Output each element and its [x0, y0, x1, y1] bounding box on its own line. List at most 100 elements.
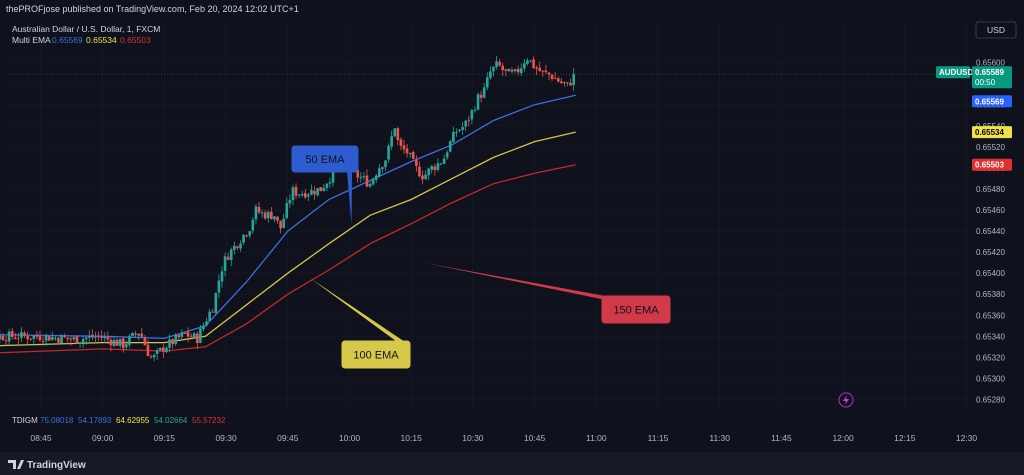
candle[interactable] — [464, 120, 468, 127]
candle[interactable] — [572, 74, 575, 86]
candle[interactable] — [390, 136, 393, 147]
candle[interactable] — [560, 81, 563, 83]
candle[interactable] — [66, 337, 70, 340]
candle[interactable] — [427, 168, 430, 176]
candle[interactable] — [115, 339, 119, 346]
candle[interactable] — [131, 332, 134, 336]
candle[interactable] — [362, 176, 366, 178]
candle[interactable] — [415, 159, 418, 166]
candle[interactable] — [387, 145, 390, 160]
candle[interactable] — [448, 141, 452, 152]
candle[interactable] — [17, 338, 20, 340]
candle[interactable] — [328, 182, 332, 184]
candle[interactable] — [152, 354, 156, 358]
candle[interactable] — [0, 335, 2, 340]
candle[interactable] — [257, 206, 261, 213]
candle[interactable] — [4, 340, 8, 342]
candle[interactable] — [544, 70, 548, 73]
candle[interactable] — [498, 61, 501, 66]
candle[interactable] — [405, 148, 409, 154]
candle[interactable] — [436, 163, 440, 170]
candle[interactable] — [507, 68, 511, 72]
candle[interactable] — [556, 78, 560, 82]
candle[interactable] — [208, 311, 211, 321]
candle[interactable] — [72, 337, 76, 340]
candle[interactable] — [532, 59, 535, 68]
candle[interactable] — [202, 325, 205, 330]
candle[interactable] — [217, 280, 221, 293]
candle[interactable] — [54, 337, 57, 339]
candle[interactable] — [251, 219, 255, 231]
candle[interactable] — [205, 321, 208, 326]
candle[interactable] — [146, 344, 150, 357]
candle[interactable] — [439, 163, 443, 165]
candle[interactable] — [516, 68, 520, 73]
candle[interactable] — [248, 231, 252, 236]
candle[interactable] — [260, 212, 264, 214]
candle[interactable] — [29, 338, 33, 340]
candle[interactable] — [482, 87, 486, 98]
candle[interactable] — [476, 94, 480, 110]
candle[interactable] — [180, 332, 184, 337]
candle[interactable] — [418, 166, 421, 177]
candle[interactable] — [433, 166, 437, 170]
candle[interactable] — [84, 337, 88, 340]
candle[interactable] — [381, 167, 384, 169]
candle[interactable] — [467, 119, 471, 121]
candle[interactable] — [356, 169, 360, 178]
candle[interactable] — [112, 339, 116, 346]
candle[interactable] — [470, 110, 474, 120]
candle[interactable] — [10, 330, 14, 337]
candle[interactable] — [236, 246, 239, 249]
annotation-ema150[interactable]: 150 EMA — [423, 262, 671, 324]
candle[interactable] — [69, 338, 73, 340]
candle[interactable] — [473, 109, 477, 111]
candle[interactable] — [547, 72, 551, 75]
lower-indicator-legend[interactable]: TDIGM 75.08018 54.17893 64.62955 54.0266… — [12, 416, 226, 425]
candle[interactable] — [485, 77, 489, 88]
candle[interactable] — [461, 127, 464, 131]
currency-button[interactable]: USD — [975, 21, 1017, 39]
candle[interactable] — [121, 338, 125, 349]
candle[interactable] — [276, 216, 279, 221]
candle[interactable] — [479, 94, 483, 98]
candle[interactable] — [365, 175, 369, 187]
candle[interactable] — [149, 356, 153, 358]
candle[interactable] — [199, 328, 202, 343]
candle[interactable] — [313, 190, 316, 195]
candle[interactable] — [155, 350, 159, 354]
candle[interactable] — [125, 344, 128, 348]
candle[interactable] — [291, 187, 295, 201]
candle[interactable] — [183, 332, 187, 334]
candle[interactable] — [109, 339, 113, 346]
candle[interactable] — [211, 311, 215, 313]
price-chart[interactable]: 0.65280 0.65300 0.65320 0.65340 0.65360 0.653… — [0, 18, 1024, 475]
candle[interactable] — [541, 70, 545, 72]
candle[interactable] — [13, 337, 17, 339]
candle[interactable] — [91, 334, 94, 338]
candle[interactable] — [140, 333, 144, 337]
candle[interactable] — [81, 338, 85, 343]
candle[interactable] — [223, 256, 227, 271]
candle[interactable] — [402, 145, 406, 150]
candle[interactable] — [282, 218, 285, 228]
candle[interactable] — [316, 188, 319, 196]
candle[interactable] — [495, 61, 498, 67]
candle[interactable] — [279, 220, 282, 229]
candle[interactable] — [303, 193, 307, 198]
candle[interactable] — [192, 333, 196, 338]
candle[interactable] — [452, 132, 455, 143]
candle[interactable] — [20, 331, 23, 338]
candle[interactable] — [41, 340, 45, 342]
candle[interactable] — [106, 336, 110, 340]
candle[interactable] — [57, 338, 60, 343]
candle[interactable] — [371, 179, 375, 185]
candle[interactable] — [513, 69, 517, 72]
candle[interactable] — [26, 335, 29, 340]
candle[interactable] — [399, 139, 403, 146]
candle[interactable] — [294, 186, 298, 196]
candle[interactable] — [310, 189, 313, 195]
candle[interactable] — [23, 332, 26, 336]
candle[interactable] — [566, 82, 569, 84]
candle[interactable] — [538, 67, 542, 72]
